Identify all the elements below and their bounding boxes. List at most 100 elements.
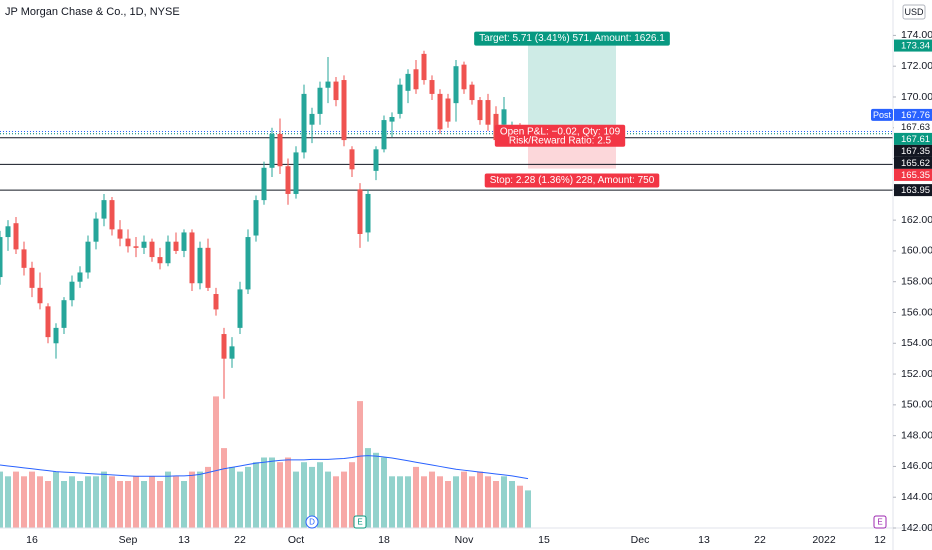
candle-body	[133, 246, 139, 248]
x-tick-label: 2022	[812, 534, 836, 546]
candle-body	[421, 53, 427, 81]
candle-body	[245, 237, 251, 290]
candle-body	[429, 80, 435, 94]
volume-bar	[341, 471, 347, 528]
candle-body	[293, 152, 299, 194]
volume-bar	[189, 471, 195, 528]
event-label: E	[357, 518, 362, 527]
price-tag	[894, 39, 932, 52]
price-tag	[894, 144, 932, 157]
volume-bar	[301, 462, 307, 528]
volume-bar	[493, 481, 499, 528]
y-tick-label: 142.00	[901, 522, 932, 534]
volume-bar	[13, 471, 19, 528]
candle-body	[181, 232, 187, 251]
x-tick-label: Oct	[288, 534, 304, 546]
event-badge	[873, 515, 887, 529]
volume-bar	[165, 471, 171, 528]
candle-body	[445, 98, 451, 122]
candle-body	[45, 306, 51, 338]
volume-bar	[317, 462, 323, 528]
x-tick-label: Nov	[455, 534, 474, 546]
rr-label: Risk/Reward Ratio: 2.5	[509, 135, 612, 146]
candle-body	[61, 300, 67, 328]
candle-body	[469, 84, 475, 101]
candle-body	[301, 93, 307, 153]
candle-body	[157, 257, 163, 264]
volume-bar	[245, 466, 251, 528]
volume-bar	[525, 490, 531, 528]
y-tick-label: 158.00	[901, 275, 932, 287]
candle-body	[325, 81, 331, 88]
candle-body	[341, 80, 347, 141]
volume-bar	[325, 471, 331, 528]
x-tick-label: 22	[234, 534, 246, 546]
volume-bar	[253, 462, 259, 528]
candle-body	[229, 346, 235, 359]
candle-body	[349, 149, 355, 170]
y-tick-label: 170.00	[901, 91, 932, 103]
volume-bar	[461, 471, 467, 528]
volume-bar	[77, 481, 83, 528]
volume-bar	[453, 476, 459, 528]
y-tick-label: 144.00	[901, 491, 932, 503]
volume-bar	[205, 466, 211, 528]
candle-body	[221, 334, 227, 359]
x-tick-label: 16	[26, 534, 38, 546]
volume-bar	[293, 471, 299, 528]
candle-body	[397, 84, 403, 114]
volume-bar	[93, 476, 99, 528]
candle-body	[0, 237, 3, 278]
volume-bar	[85, 476, 91, 528]
volume-bar	[101, 471, 107, 528]
candle-body	[13, 223, 19, 250]
target-zone	[528, 45, 616, 134]
volume-bar	[45, 481, 51, 528]
volume-bar	[125, 481, 131, 528]
volume-bar	[197, 471, 203, 528]
x-tick-label: 13	[698, 534, 710, 546]
price-tag-label: 167.35	[901, 146, 930, 157]
price-tag	[894, 156, 932, 169]
volume-bar	[269, 457, 275, 528]
volume-bar	[157, 481, 163, 528]
price-tag	[894, 132, 932, 145]
candle-body	[213, 294, 219, 310]
candle-body	[109, 200, 115, 230]
volume-bar	[389, 476, 395, 528]
volume-bar	[333, 476, 339, 528]
volume-bar	[141, 481, 147, 528]
price-tag-label: 167.63	[901, 122, 930, 133]
candle-body	[269, 133, 275, 168]
price-tag-label: 165.35	[901, 170, 930, 181]
post-badge-label: Post	[873, 110, 892, 120]
volume-bar	[149, 476, 155, 528]
candle-body	[405, 73, 411, 91]
x-tick-label: 15	[538, 534, 550, 546]
post-badge	[871, 108, 893, 121]
volume-bar	[237, 471, 243, 528]
y-tick-label: 156.00	[901, 306, 932, 318]
volume-bar	[37, 476, 43, 528]
volume-bar	[373, 452, 379, 528]
chart-title: JP Morgan Chase & Co., 1D, NYSE	[5, 6, 180, 18]
candle-body	[333, 81, 339, 101]
candle-body	[389, 116, 395, 122]
volume-bar	[29, 471, 35, 528]
volume-bar	[365, 448, 371, 528]
x-tick-label: 12	[874, 534, 886, 546]
candle-body	[485, 100, 491, 125]
volume-bar	[477, 471, 483, 528]
candle-body	[365, 193, 371, 233]
volume-bar	[381, 457, 387, 528]
volume-bar	[397, 476, 403, 528]
candle-body	[77, 272, 83, 282]
currency[interactable]: USD	[904, 7, 924, 17]
y-tick-label: 162.00	[901, 214, 932, 226]
candle-body	[357, 189, 363, 234]
candle-body	[165, 241, 171, 264]
pnl-box	[494, 124, 626, 147]
volume-bar	[357, 401, 363, 528]
currency-box[interactable]	[902, 4, 926, 20]
